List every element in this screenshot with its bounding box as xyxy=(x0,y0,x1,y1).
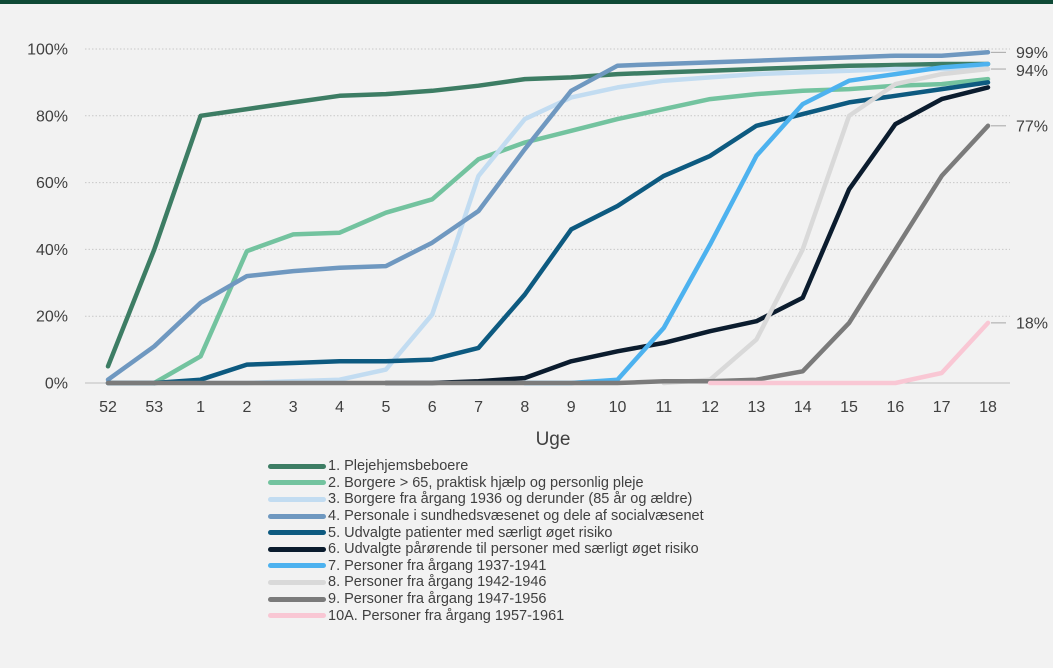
x-tick-label: 2 xyxy=(242,399,251,416)
legend-label: 5. Udvalgte patienter med særligt øget r… xyxy=(328,524,613,541)
legend-swatch xyxy=(268,480,326,486)
x-tick-label: 10 xyxy=(609,399,627,416)
legend-label: 10A. Personer fra årgang 1957-1961 xyxy=(328,607,565,624)
x-tick-label: 17 xyxy=(933,399,951,416)
x-tick-label: 5 xyxy=(381,399,390,416)
legend-swatch xyxy=(268,463,326,469)
legend: 1. Plejehjemsbeboere 2. Borgere > 65, pra… xyxy=(268,458,704,624)
legend-label: 2. Borgere > 65, praktisk hjælp og perso… xyxy=(328,474,644,491)
x-tick-label: 53 xyxy=(145,399,163,416)
legend-swatch xyxy=(268,579,326,585)
legend-item: 7. Personer fra årgang 1937-1941 xyxy=(268,558,704,575)
y-tick-label: 40% xyxy=(36,242,68,259)
legend-swatch xyxy=(268,613,326,619)
x-tick-label: 15 xyxy=(840,399,858,416)
series-lines xyxy=(105,50,991,386)
legend-item: 1. Plejehjemsbeboere xyxy=(268,458,704,475)
y-tick-label: 60% xyxy=(36,175,68,192)
legend-swatch xyxy=(268,546,326,552)
legend-label: 4. Personale i sundhedsvæsenet og dele a… xyxy=(328,508,704,525)
series-line-3 xyxy=(198,66,991,386)
series-line-4 xyxy=(105,50,991,382)
series-line-2 xyxy=(152,76,991,386)
series-line-9 xyxy=(105,123,991,386)
legend-swatch xyxy=(268,496,326,502)
top-rule xyxy=(0,0,1053,4)
x-tick-label: 8 xyxy=(520,399,529,416)
legend-swatch xyxy=(268,563,326,569)
x-tick-label: 4 xyxy=(335,399,344,416)
end-labels: 99%94% 77% 18% xyxy=(991,45,1048,332)
legend-swatch xyxy=(268,596,326,602)
x-tick-label: 14 xyxy=(794,399,812,416)
x-tick-label: 12 xyxy=(701,399,719,416)
legend-item: 10A. Personer fra årgang 1957-1961 xyxy=(268,607,704,624)
end-label: 18% xyxy=(1016,315,1048,332)
x-tick-label: 13 xyxy=(748,399,766,416)
x-axis-ticks: 52 53 1 2 3 4 5 6 7 8 9 10 11 12 13 14 15 16 17 18 xyxy=(99,399,997,416)
legend-label: 9. Personer fra årgang 1947-1956 xyxy=(328,591,547,608)
series-line-6 xyxy=(383,85,991,386)
y-axis-ticks: 0% 20% 40% 60% 80% 100% xyxy=(27,42,68,393)
x-tick-label: 18 xyxy=(979,399,997,416)
legend-item: 3. Borgere fra årgang 1936 og derunder (… xyxy=(268,491,704,508)
end-label: 94% xyxy=(1016,63,1048,80)
x-tick-label: 3 xyxy=(289,399,298,416)
y-tick-label: 0% xyxy=(45,376,68,393)
series-line-10 xyxy=(707,320,991,386)
end-label: 99% xyxy=(1016,45,1048,62)
legend-label: 6. Udvalgte pårørende til personer med s… xyxy=(328,541,699,558)
legend-swatch xyxy=(268,530,326,536)
series-line-5 xyxy=(105,80,991,386)
legend-label: 8. Personer fra årgang 1942-1946 xyxy=(328,574,547,591)
legend-swatch xyxy=(268,513,326,519)
legend-label: 1. Plejehjemsbeboere xyxy=(328,458,469,475)
y-tick-label: 100% xyxy=(27,42,68,59)
series-line-1 xyxy=(105,61,991,369)
x-tick-label: 9 xyxy=(567,399,576,416)
legend-item: 2. Borgere > 65, praktisk hjælp og perso… xyxy=(268,475,704,492)
legend-item: 5. Udvalgte patienter med særligt øget r… xyxy=(268,524,704,541)
legend-item: 8. Personer fra årgang 1942-1946 xyxy=(268,574,704,591)
x-tick-label: 7 xyxy=(474,399,483,416)
y-tick-label: 20% xyxy=(36,309,68,326)
series-line-8 xyxy=(661,66,991,386)
x-tick-label: 11 xyxy=(655,399,672,416)
x-tick-label: 1 xyxy=(196,399,205,416)
x-axis-title: Uge xyxy=(536,429,571,450)
x-tick-label: 16 xyxy=(886,399,904,416)
x-tick-label: 6 xyxy=(428,399,437,416)
y-tick-label: 80% xyxy=(36,108,68,125)
legend-label: 7. Personer fra årgang 1937-1941 xyxy=(328,557,547,574)
legend-item: 6. Udvalgte pårørende til personer med s… xyxy=(268,541,704,558)
end-label: 77% xyxy=(1016,118,1048,135)
x-tick-label: 52 xyxy=(99,399,117,416)
legend-label: 3. Borgere fra årgang 1936 og derunder (… xyxy=(328,491,693,508)
legend-item: 9. Personer fra årgang 1947-1956 xyxy=(268,591,704,608)
legend-item: 4. Personale i sundhedsvæsenet og dele a… xyxy=(268,508,704,525)
